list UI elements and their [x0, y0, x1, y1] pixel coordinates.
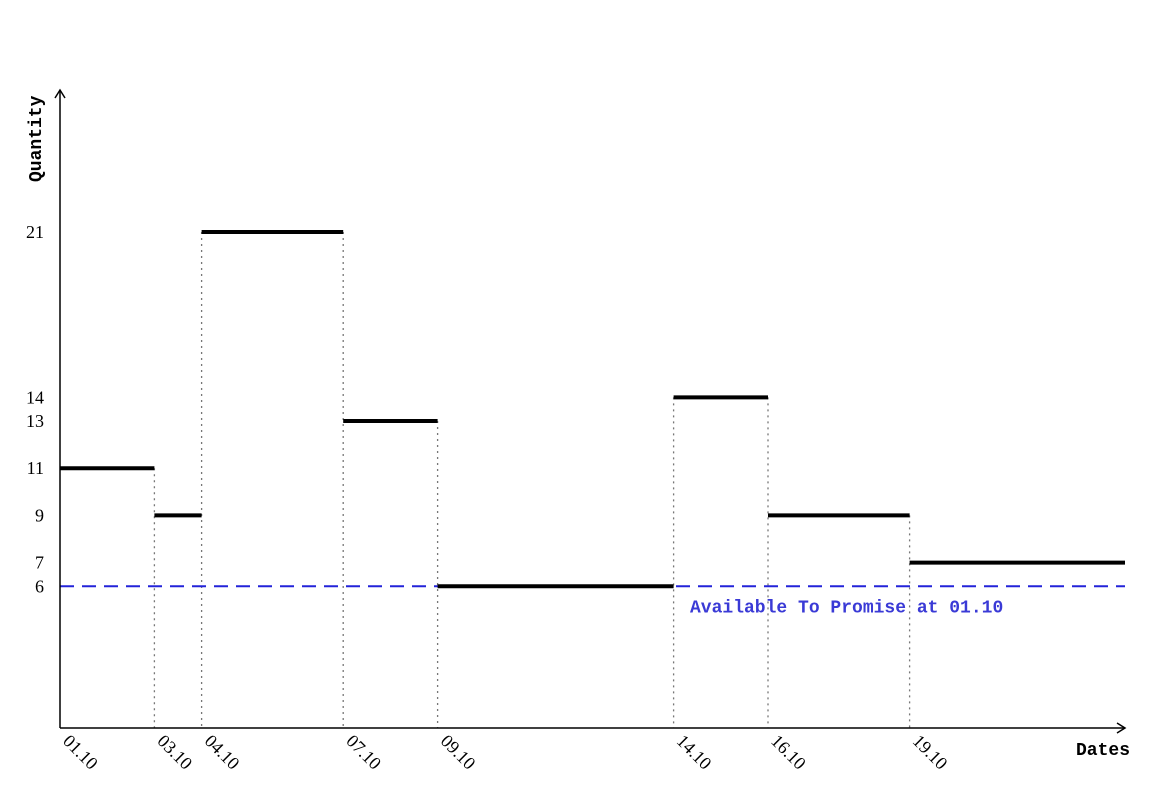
vertical-guides [153, 232, 911, 728]
y-axis-label: Quantity [27, 95, 47, 182]
x-tick-label: 14.10 [673, 731, 716, 774]
x-tick-label: 16.10 [767, 731, 810, 774]
y-tick-labels: 6 7 9 11 13 14 21 [26, 222, 44, 596]
x-tick-label: 09.10 [437, 731, 480, 774]
x-tick-labels: 01.10 03.10 04.10 07.10 09.10 14.10 16.10 19.10 [59, 731, 951, 774]
y-tick-label: 11 [27, 458, 44, 478]
y-tick-label: 13 [26, 411, 44, 431]
x-tick-label: 04.10 [201, 731, 244, 774]
axes [54, 88, 1127, 734]
x-tick-label: 19.10 [909, 731, 952, 774]
y-tick-label: 9 [35, 505, 44, 525]
reference-line-label: Available To Promise at 01.10 [690, 598, 1003, 618]
step-series [60, 230, 1125, 589]
x-tick-label: 03.10 [154, 731, 197, 774]
y-tick-label: 14 [26, 387, 44, 407]
y-tick-label: 7 [35, 553, 44, 573]
y-tick-label: 6 [35, 576, 44, 596]
y-axis-arrow [54, 88, 66, 99]
x-tick-label: 01.10 [59, 731, 102, 774]
x-axis-arrow [1116, 722, 1127, 734]
x-tick-label: 07.10 [342, 731, 385, 774]
y-tick-label: 21 [26, 222, 44, 242]
x-axis-label: Dates [1076, 741, 1130, 761]
